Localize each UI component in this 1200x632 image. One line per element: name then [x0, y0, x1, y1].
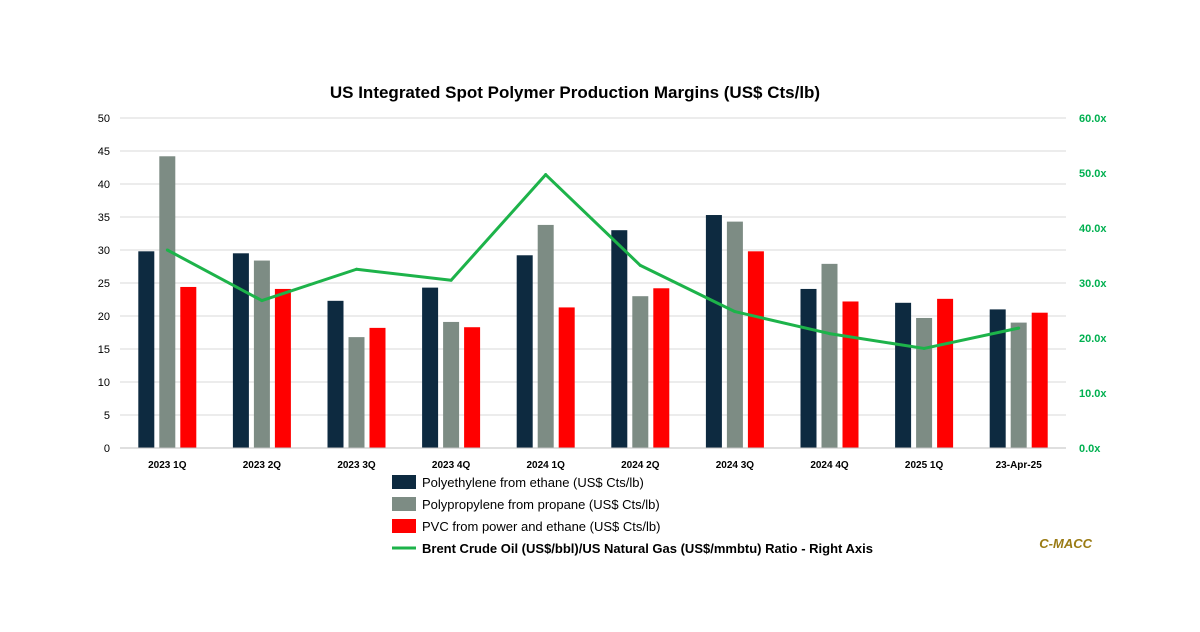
bar-polypropylene: [443, 321, 460, 448]
chart-title: US Integrated Spot Polymer Production Ma…: [330, 83, 820, 102]
x-tick-label: 2023 3Q: [337, 460, 376, 471]
left-tick-label: 5: [104, 410, 110, 422]
bar-polyethylene: [705, 215, 722, 448]
bar-polypropylene: [348, 337, 365, 448]
x-axis: 2023 1Q 2023 2Q 2023 3Q 2023 4Q 2024 1Q 2024 …: [120, 447, 1066, 471]
bar-polypropylene: [916, 317, 933, 448]
bar-pvc: [747, 251, 764, 448]
right-tick-label: 50.0x: [1079, 168, 1107, 180]
bar-polyethylene: [800, 288, 817, 448]
left-tick-label: 40: [98, 179, 110, 191]
x-tick-label: 2024 4Q: [810, 460, 849, 471]
left-tick-label: 10: [98, 377, 110, 389]
bars-layer: [138, 156, 1048, 448]
left-tick-label: 45: [98, 146, 110, 158]
ratio-point: [828, 332, 831, 336]
bar-polyethylene: [232, 253, 249, 448]
left-tick-label: 0: [104, 443, 110, 455]
left-tick-label: 15: [98, 344, 110, 356]
bar-pvc: [369, 327, 386, 448]
x-tick-label: 2024 2Q: [621, 460, 660, 471]
bar-polypropylene: [821, 263, 838, 448]
bar-pvc: [558, 307, 575, 448]
ratio-point: [165, 248, 169, 252]
right-tick-label: 10.0x: [1079, 388, 1107, 400]
bar-polypropylene: [1010, 322, 1027, 448]
bar-polypropylene: [159, 156, 176, 448]
bar-polyethylene: [516, 255, 533, 448]
ratio-point: [922, 346, 926, 350]
right-tick-label: 30.0x: [1079, 278, 1107, 290]
x-tick-label: 2023 1Q: [148, 460, 187, 471]
left-tick-label: 50: [98, 113, 110, 125]
x-tick-label: 2024 3Q: [716, 460, 755, 471]
legend-label: Brent Crude Oil (US$/bbl)/US Natural Gas…: [422, 541, 873, 556]
legend: Polyethylene from ethane (US$ Cts/lb) Pol…: [392, 475, 873, 556]
bar-pvc: [274, 288, 291, 448]
ratio-point: [260, 299, 264, 303]
right-axis: 0.0x 10.0x 20.0x 30.0x 40.0x 50.0x 60.0x: [1079, 113, 1107, 455]
bar-pvc: [1031, 312, 1048, 448]
right-tick-label: 20.0x: [1079, 333, 1107, 345]
bar-pvc: [653, 288, 670, 448]
ratio-point: [733, 310, 737, 314]
brand-logo-text: C-MACC: [1039, 536, 1092, 551]
x-tick-label: 2023 2Q: [243, 460, 282, 471]
bar-polyethylene: [327, 300, 344, 448]
x-tick-label: 2024 1Q: [527, 460, 566, 471]
bar-polypropylene: [537, 224, 554, 448]
left-tick-label: 20: [98, 311, 110, 323]
legend-label: Polypropylene from propane (US$ Cts/lb): [422, 497, 660, 512]
left-tick-label: 30: [98, 245, 110, 257]
left-axis: 0 5 10 15 20 25 30 35 40 45 50: [98, 113, 110, 455]
bar-pvc: [937, 298, 954, 448]
legend-label: PVC from power and ethane (US$ Cts/lb): [422, 519, 660, 534]
ratio-point: [355, 267, 358, 271]
ratio-point: [1017, 326, 1021, 330]
left-tick-label: 35: [98, 212, 110, 224]
ratio-point: [544, 173, 548, 177]
bar-polyethylene: [989, 309, 1006, 448]
ratio-point: [449, 278, 453, 282]
bar-polypropylene: [253, 260, 270, 448]
x-tick-label: 2023 4Q: [432, 460, 471, 471]
bar-pvc: [842, 301, 859, 448]
right-tick-label: 0.0x: [1079, 443, 1101, 455]
x-tick-label: 2025 1Q: [905, 460, 944, 471]
bar-polypropylene: [632, 296, 649, 448]
legend-swatch: [392, 519, 416, 533]
bar-polyethylene: [895, 302, 912, 448]
right-tick-label: 40.0x: [1079, 223, 1107, 235]
ratio-point: [638, 263, 642, 267]
x-tick-label: 23-Apr-25: [996, 460, 1043, 471]
ratio-line: [166, 173, 1020, 350]
line-layer: [165, 173, 1021, 350]
legend-swatch: [392, 497, 416, 511]
bar-pvc: [464, 327, 481, 448]
bar-polyethylene: [422, 287, 439, 448]
bar-polyethylene: [611, 230, 628, 448]
bar-pvc: [180, 286, 197, 448]
legend-swatch: [392, 475, 416, 489]
legend-label: Polyethylene from ethane (US$ Cts/lb): [422, 475, 644, 490]
bar-polyethylene: [138, 251, 155, 448]
right-tick-label: 60.0x: [1079, 113, 1107, 125]
left-tick-label: 25: [98, 278, 110, 290]
bar-polypropylene: [726, 221, 743, 448]
